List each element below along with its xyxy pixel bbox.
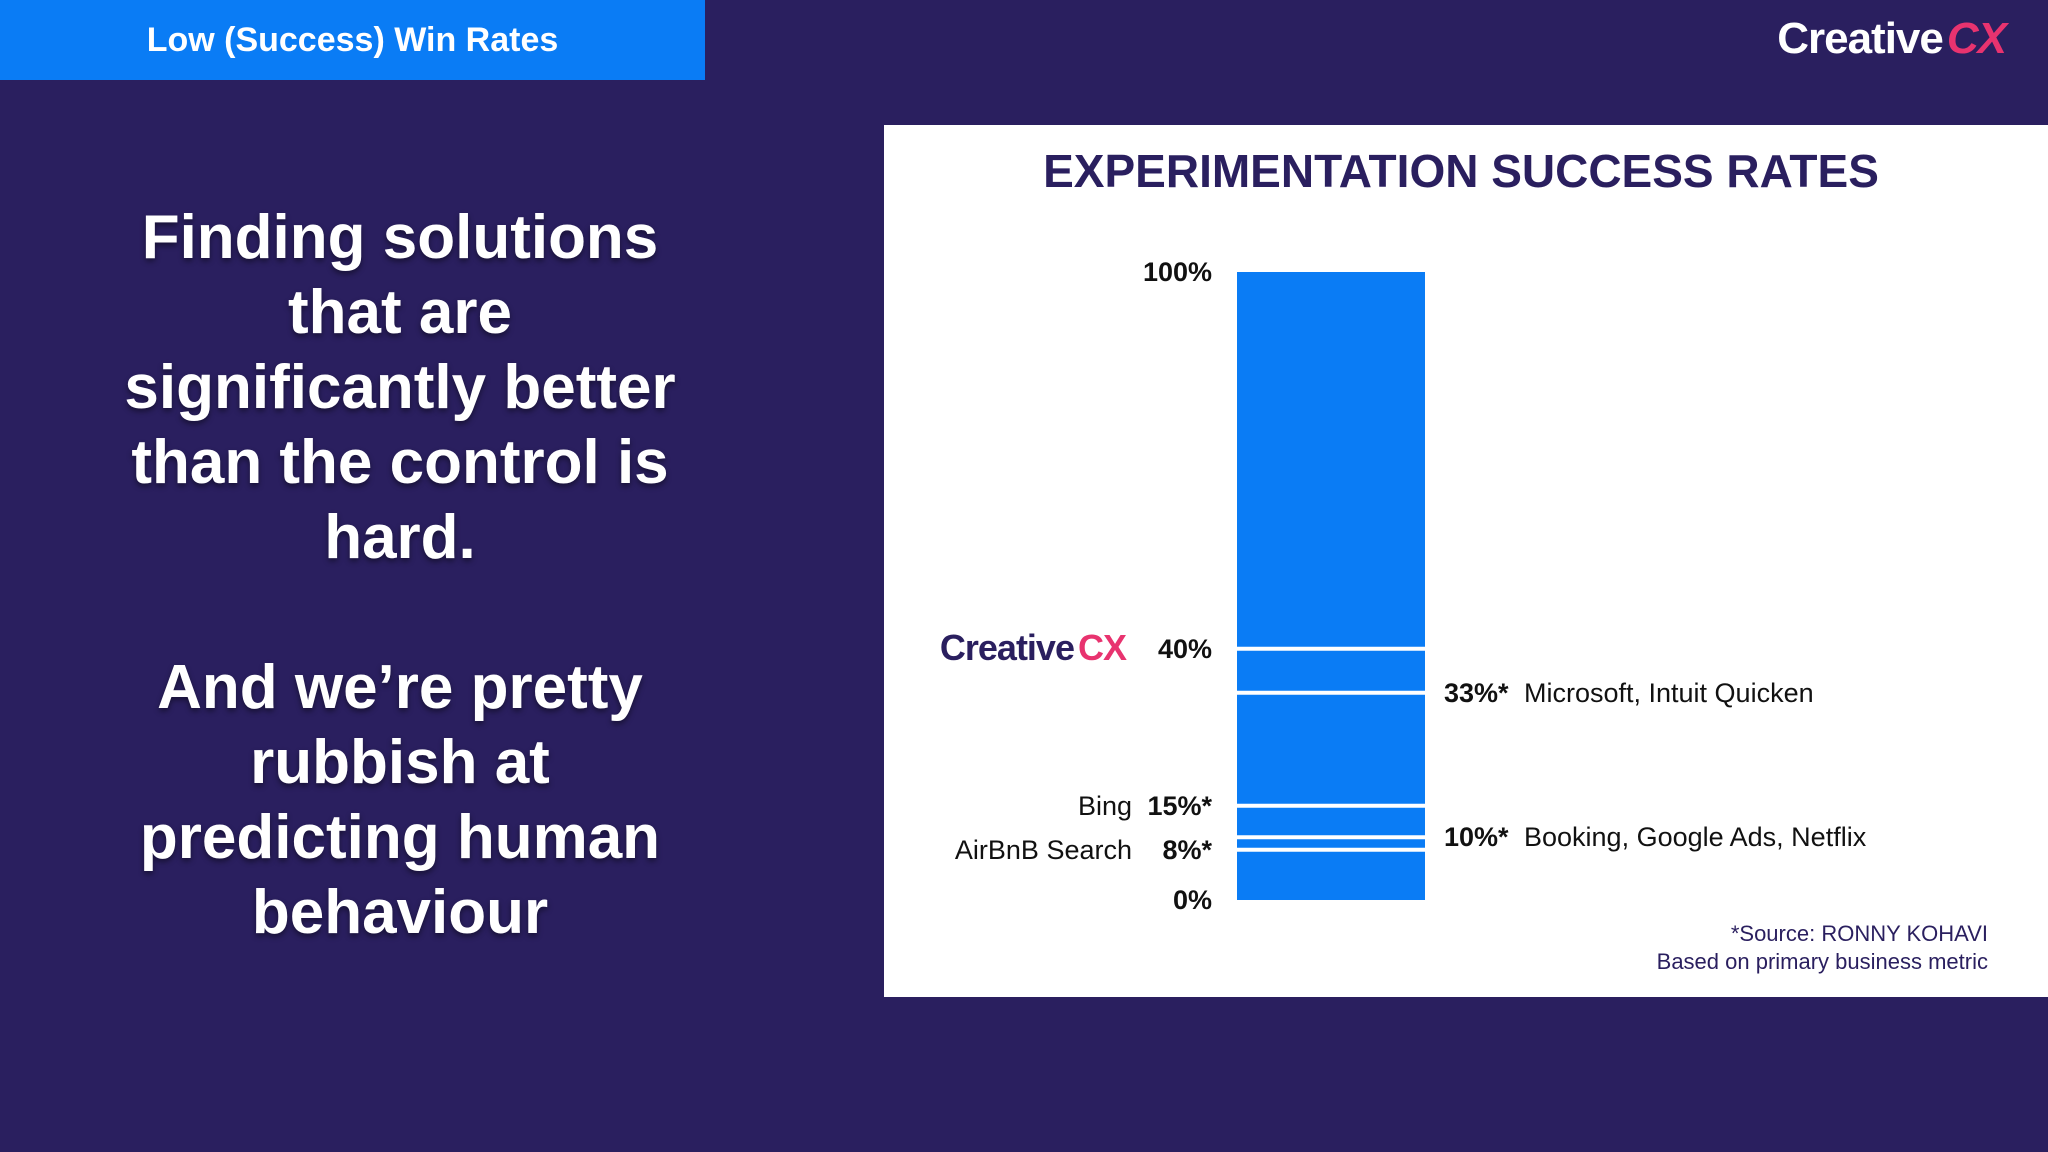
creativecx-logo-mark: Creative CX	[940, 627, 1127, 668]
marker-value-40: 40%	[1158, 634, 1212, 664]
marker-value-33: 33%*	[1444, 678, 1509, 708]
message-paragraph-2: And we’re pretty rubbish at predicting h…	[139, 653, 661, 947]
marker-org-10: Booking, Google Ads, Netflix	[1524, 822, 1867, 852]
section-title: Low (Success) Win Rates	[146, 20, 559, 59]
marker-org-33: Microsoft, Intuit Quicken	[1524, 678, 1814, 708]
axis-label-0: 0%	[1173, 885, 1212, 915]
axis-label-100: 100%	[1143, 257, 1212, 287]
success-rate-chart: EXPERIMENTATION SUCCESS RATES 100% 0% 40% C…	[940, 145, 1879, 915]
source-line: *Source: RONNY KOHAVI	[1730, 921, 1988, 946]
marker-value-15: 15%*	[1147, 791, 1212, 821]
message-paragraph-1: Finding solutions that are significantly…	[124, 203, 676, 572]
marker-value-8: 8%*	[1162, 835, 1212, 865]
chart-card: EXPERIMENTATION SUCCESS RATES 100% 0% 40% C…	[884, 125, 2048, 997]
creativecx-logo: Creative CX	[1777, 14, 2007, 66]
source-note: *Source: RONNY KOHAVI Based on primary b…	[1657, 920, 1988, 976]
section-header: Low (Success) Win Rates	[0, 0, 705, 80]
marker-org-15: Bing	[1078, 791, 1132, 821]
marker-value-10: 10%*	[1444, 822, 1509, 852]
logo-mark: CX	[1946, 14, 2007, 63]
key-message: Finding solutions that are significantly…	[100, 200, 700, 950]
marker-org-8: AirBnB Search	[955, 835, 1132, 865]
success-bar	[1237, 272, 1425, 900]
logo-word: Creative	[1777, 14, 1944, 63]
source-basis: Based on primary business metric	[1656, 949, 1988, 974]
chart-title: EXPERIMENTATION SUCCESS RATES	[1043, 145, 1879, 197]
